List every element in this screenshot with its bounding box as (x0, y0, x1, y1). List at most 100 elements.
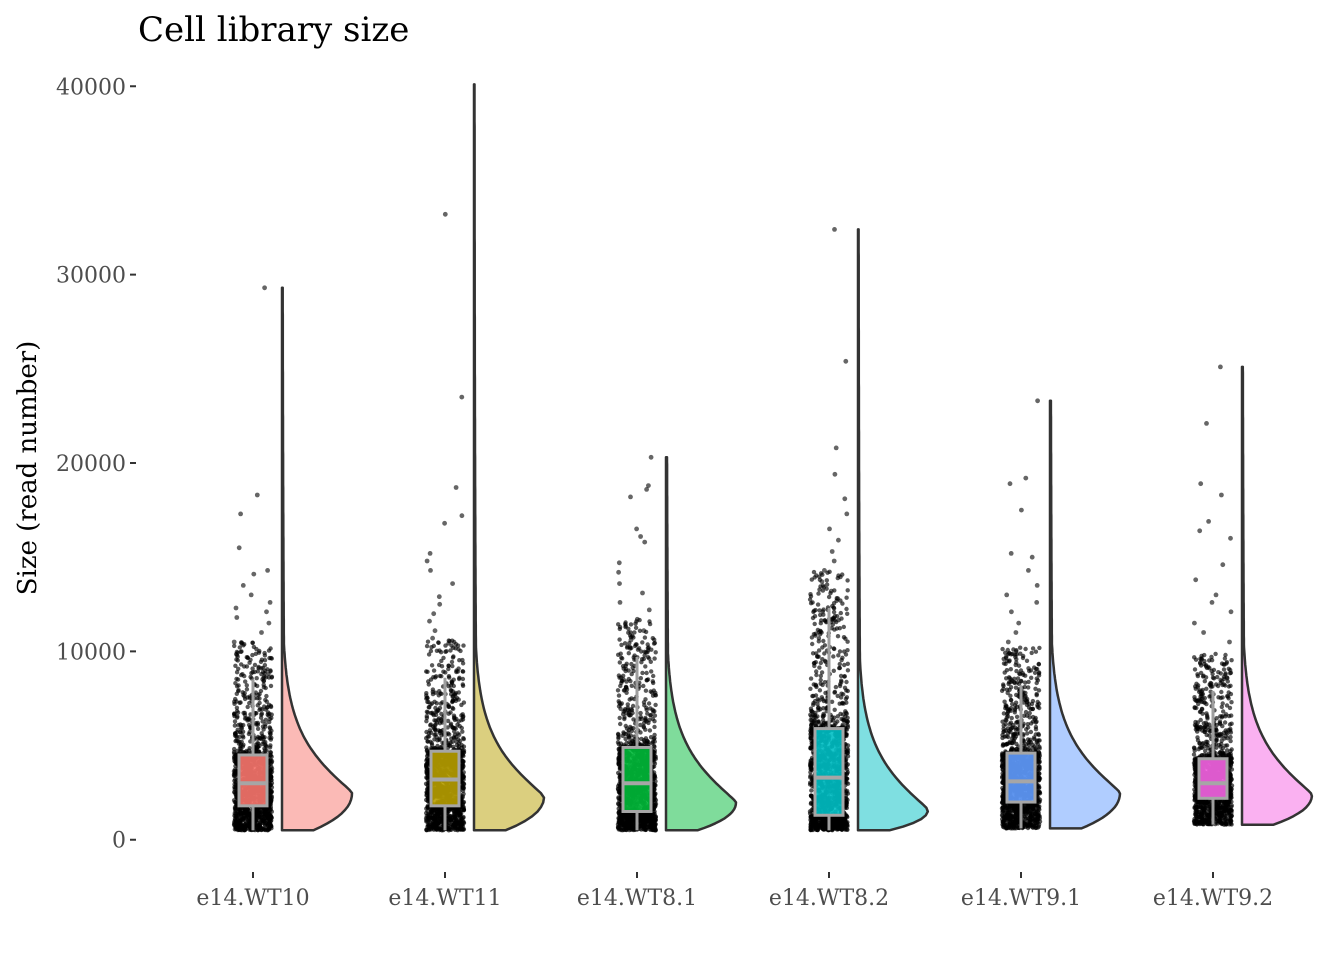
data-point (425, 695, 430, 701)
data-point (653, 702, 658, 708)
data-point (639, 657, 645, 662)
data-point (429, 822, 435, 827)
data-point (845, 648, 850, 653)
data-point (845, 668, 851, 673)
data-point (651, 803, 657, 808)
outlier-point (251, 571, 257, 577)
data-point (429, 663, 435, 668)
data-point (452, 715, 457, 720)
data-point (461, 714, 466, 719)
data-point (231, 772, 237, 777)
outlier-point (231, 639, 237, 645)
data-point (262, 806, 268, 811)
density-e14.WT8.1 (664, 456, 738, 832)
data-point (450, 689, 455, 694)
data-point (649, 669, 654, 674)
data-point (424, 669, 429, 674)
data-point (441, 669, 446, 674)
data-point (263, 815, 269, 821)
data-point (268, 683, 274, 689)
data-point (624, 823, 629, 829)
data-point (269, 777, 274, 783)
data-point (835, 634, 841, 639)
outlier-point (646, 607, 652, 613)
outlier-point (432, 628, 438, 634)
data-point (833, 684, 839, 690)
data-point (640, 815, 645, 821)
data-point (245, 824, 250, 829)
data-point (629, 683, 634, 688)
data-point (618, 683, 623, 689)
data-point (443, 649, 448, 654)
data-point (242, 694, 247, 699)
data-point (257, 735, 262, 740)
data-point (259, 671, 264, 677)
data-point (650, 739, 656, 745)
data-point (235, 654, 240, 659)
data-point (268, 799, 274, 805)
x-tick-label: e14.WT10 (196, 886, 309, 911)
data-point (652, 724, 657, 730)
data-point (234, 676, 239, 682)
y-axis-label: Size (read number) (13, 341, 43, 596)
data-point (449, 659, 455, 665)
data-point (628, 741, 634, 746)
data-point (650, 636, 655, 641)
outlier-point (427, 551, 433, 556)
data-point (235, 714, 240, 719)
data-point (242, 716, 248, 721)
data-point (651, 673, 656, 679)
data-point (431, 675, 436, 680)
data-point (428, 723, 433, 728)
data-point (617, 715, 622, 721)
data-point (625, 702, 630, 707)
data-point (258, 659, 264, 664)
data-point (616, 693, 622, 698)
data-point (264, 699, 269, 704)
outlier-point (642, 539, 648, 545)
data-point (240, 672, 245, 677)
data-point (845, 661, 850, 666)
data-point (652, 713, 658, 718)
data-point (268, 750, 274, 755)
data-point (240, 733, 245, 739)
data-point (628, 678, 633, 684)
data-point (254, 676, 259, 681)
data-point (266, 648, 272, 653)
data-point (845, 611, 850, 616)
data-point (645, 655, 651, 660)
data-point (642, 741, 647, 746)
data-point (233, 681, 238, 686)
data-point (461, 750, 467, 755)
outlier-point (240, 583, 246, 588)
outlier-point (616, 560, 622, 566)
data-point (630, 710, 635, 716)
data-point (437, 648, 442, 653)
data-point (260, 677, 265, 682)
data-point (634, 642, 639, 647)
data-point (267, 793, 273, 798)
data-point (618, 651, 623, 656)
data-point (455, 722, 460, 727)
box-e14.WT8.1 (621, 745, 653, 813)
data-point (428, 648, 434, 654)
data-point (255, 683, 260, 689)
data-point (234, 670, 240, 675)
data-point (437, 705, 443, 711)
data-point (428, 739, 433, 744)
data-point (438, 691, 443, 696)
data-point (436, 640, 441, 645)
data-point (424, 748, 430, 753)
data-point (434, 827, 439, 832)
data-point (237, 739, 242, 744)
outlier-point (617, 581, 622, 586)
data-point (460, 669, 466, 674)
data-point (619, 701, 624, 706)
data-point (426, 682, 431, 687)
data-point (448, 710, 453, 715)
data-point (250, 652, 255, 658)
outlier-point (648, 454, 654, 460)
data-point (652, 719, 657, 724)
data-point (845, 588, 850, 593)
outlier-point (437, 601, 443, 607)
